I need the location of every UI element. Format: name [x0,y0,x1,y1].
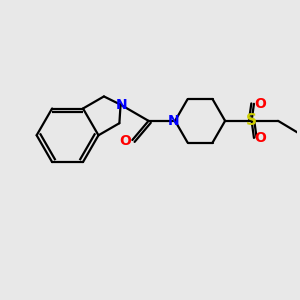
Text: N: N [168,114,179,128]
Text: O: O [119,134,131,148]
Text: O: O [254,131,266,145]
Text: S: S [246,113,257,128]
Text: O: O [254,97,266,111]
Text: N: N [116,98,128,112]
